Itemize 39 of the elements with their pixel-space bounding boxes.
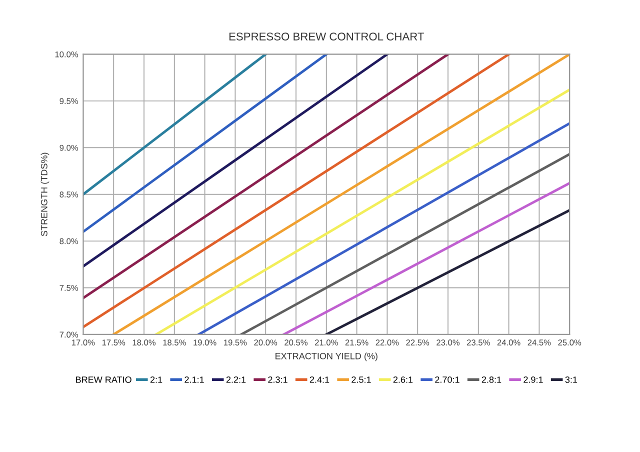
legend-label: 3:1 <box>565 376 578 383</box>
x-tick-label: 17.0% <box>72 340 95 346</box>
legend-title: BREW RATIO <box>76 376 132 383</box>
x-tick-label: 17.5% <box>102 340 126 346</box>
x-tick-label: 23.0% <box>436 340 460 346</box>
legend-label: 2.2:1 <box>226 376 246 383</box>
x-tick-label: 19.0% <box>194 340 216 346</box>
x-tick-label: 20.0% <box>254 340 278 346</box>
legend-label: 2.4:1 <box>310 376 330 383</box>
x-tick-label: 24.0% <box>497 340 520 346</box>
y-tick-label: 7.5% <box>60 285 78 291</box>
y-tick-label: 10.0% <box>55 51 78 58</box>
y-tick-label: 8.5% <box>60 192 78 198</box>
y-tick-label: 7.0% <box>60 332 78 338</box>
y-tick-label: 9.5% <box>60 98 78 104</box>
x-tick-label: 24.5% <box>528 340 551 346</box>
legend-label: 2.6:1 <box>393 376 413 383</box>
x-tick-label: 25.0% <box>558 340 582 346</box>
x-tick-label: 21.5% <box>345 340 368 346</box>
x-axis-title: EXTRACTION YIELD (%) <box>276 352 378 362</box>
x-tick-label: 21.0% <box>315 340 338 346</box>
x-tick-label: 18.5% <box>163 340 186 346</box>
chart-title: ESPRESSO BREW CONTROL CHART <box>229 32 424 40</box>
legend-label: 2.9:1 <box>524 376 543 383</box>
x-tick-label: 18.0% <box>132 340 156 346</box>
legend-label: 2:1 <box>150 376 162 383</box>
legend-label: 2.70:1 <box>435 376 460 383</box>
legend-label: 2.3:1 <box>268 376 288 383</box>
legend-label: 2.8:1 <box>482 376 502 383</box>
y-axis-title: STRENGTH (TDS%) <box>40 152 50 236</box>
y-tick-label: 8.0% <box>60 238 78 244</box>
x-tick-label: 23.5% <box>467 340 490 346</box>
legend-label: 2.5:1 <box>352 376 371 383</box>
legend-label: 2.1:1 <box>184 376 204 383</box>
y-tick-label: 9.0% <box>60 144 78 151</box>
x-tick-label: 20.5% <box>284 340 308 346</box>
x-tick-label: 19.5% <box>224 340 247 346</box>
x-tick-label: 22.5% <box>406 340 430 346</box>
x-tick-label: 22.0% <box>376 340 399 346</box>
